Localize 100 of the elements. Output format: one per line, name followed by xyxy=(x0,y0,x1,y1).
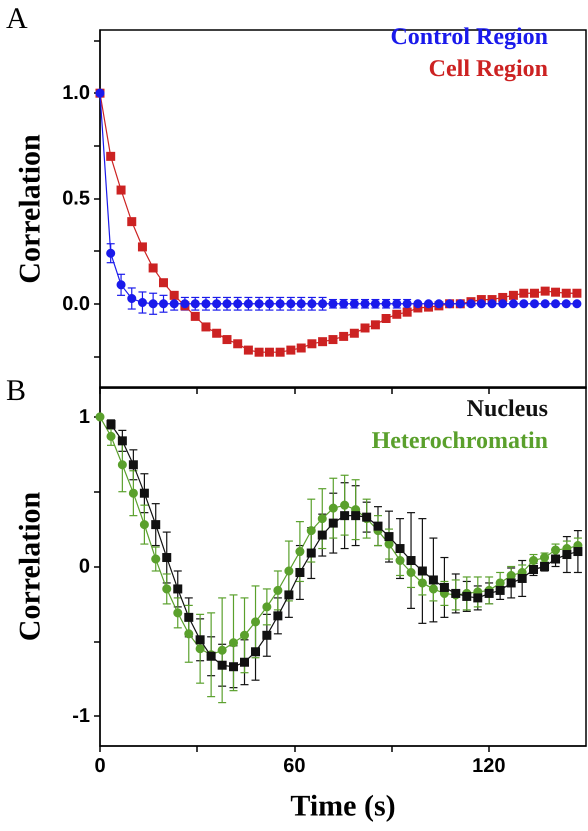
point xyxy=(222,335,232,344)
point xyxy=(218,646,227,655)
point xyxy=(151,520,160,530)
point xyxy=(184,629,194,638)
point xyxy=(496,586,505,595)
point xyxy=(318,337,328,346)
point xyxy=(273,586,282,595)
point xyxy=(222,299,232,308)
x-tick-label: 120 xyxy=(472,755,506,777)
point xyxy=(350,328,359,338)
point xyxy=(413,299,422,308)
point xyxy=(328,335,338,344)
point xyxy=(201,299,210,308)
point xyxy=(138,298,147,307)
point xyxy=(273,611,282,620)
point xyxy=(392,310,402,319)
point xyxy=(128,460,138,470)
point xyxy=(396,544,405,554)
point xyxy=(96,412,104,422)
y-tick-label: 1.0 xyxy=(62,82,90,104)
point xyxy=(140,520,149,530)
point xyxy=(262,602,272,612)
point xyxy=(307,299,316,308)
point xyxy=(196,644,205,654)
point xyxy=(351,511,360,520)
point xyxy=(360,323,370,332)
point xyxy=(284,590,294,600)
point xyxy=(530,299,539,308)
point xyxy=(396,556,405,566)
point xyxy=(307,339,316,348)
text: Heterochromatin xyxy=(372,428,548,454)
x-tick-label: 60 xyxy=(283,755,306,777)
point xyxy=(159,299,168,308)
point xyxy=(118,460,127,470)
y-tick-label: -1 xyxy=(72,705,90,728)
point xyxy=(233,299,242,308)
text: Cell Region xyxy=(428,56,548,82)
point xyxy=(373,522,382,531)
point xyxy=(212,299,222,308)
point xyxy=(276,348,285,357)
y-tick-label: 1 xyxy=(78,406,90,428)
point xyxy=(529,556,538,566)
point xyxy=(159,278,168,288)
point xyxy=(118,436,127,446)
point xyxy=(551,546,560,555)
point xyxy=(254,299,264,308)
point xyxy=(328,504,338,513)
point xyxy=(295,568,304,577)
point xyxy=(151,554,160,564)
point xyxy=(306,548,316,558)
point xyxy=(184,612,194,622)
y-axis-title: Correlation xyxy=(14,134,46,284)
point xyxy=(306,526,316,536)
point xyxy=(240,658,250,667)
point xyxy=(562,288,571,298)
point xyxy=(551,299,560,308)
point xyxy=(233,339,242,348)
point xyxy=(162,584,172,594)
point xyxy=(508,290,518,300)
y-tick-label: 0.0 xyxy=(62,292,90,315)
point xyxy=(212,328,222,338)
point xyxy=(384,532,394,542)
point xyxy=(244,346,253,355)
point xyxy=(262,630,272,640)
point xyxy=(173,608,182,618)
point xyxy=(428,575,438,584)
point xyxy=(382,314,391,324)
point xyxy=(296,299,306,308)
point xyxy=(551,288,560,297)
point xyxy=(296,343,306,352)
point xyxy=(284,566,294,576)
point xyxy=(406,556,416,566)
point xyxy=(127,294,136,303)
point xyxy=(127,217,136,226)
text: Nucleus xyxy=(466,396,548,422)
point xyxy=(418,578,427,588)
point xyxy=(418,566,427,576)
point xyxy=(148,263,158,272)
point xyxy=(506,578,516,588)
point xyxy=(508,299,518,308)
point xyxy=(240,630,250,640)
point xyxy=(340,511,350,520)
point xyxy=(318,514,327,524)
point xyxy=(170,290,179,300)
point xyxy=(340,500,350,510)
point xyxy=(106,248,116,258)
point xyxy=(251,617,260,626)
point xyxy=(424,299,434,308)
point xyxy=(518,574,527,583)
point xyxy=(228,638,238,648)
point xyxy=(562,550,572,560)
point xyxy=(264,299,274,308)
point xyxy=(540,299,550,308)
point xyxy=(173,584,182,594)
point xyxy=(116,280,126,290)
point xyxy=(196,635,205,644)
point xyxy=(462,592,472,601)
point xyxy=(488,299,497,308)
point xyxy=(572,299,582,308)
point xyxy=(428,584,438,594)
